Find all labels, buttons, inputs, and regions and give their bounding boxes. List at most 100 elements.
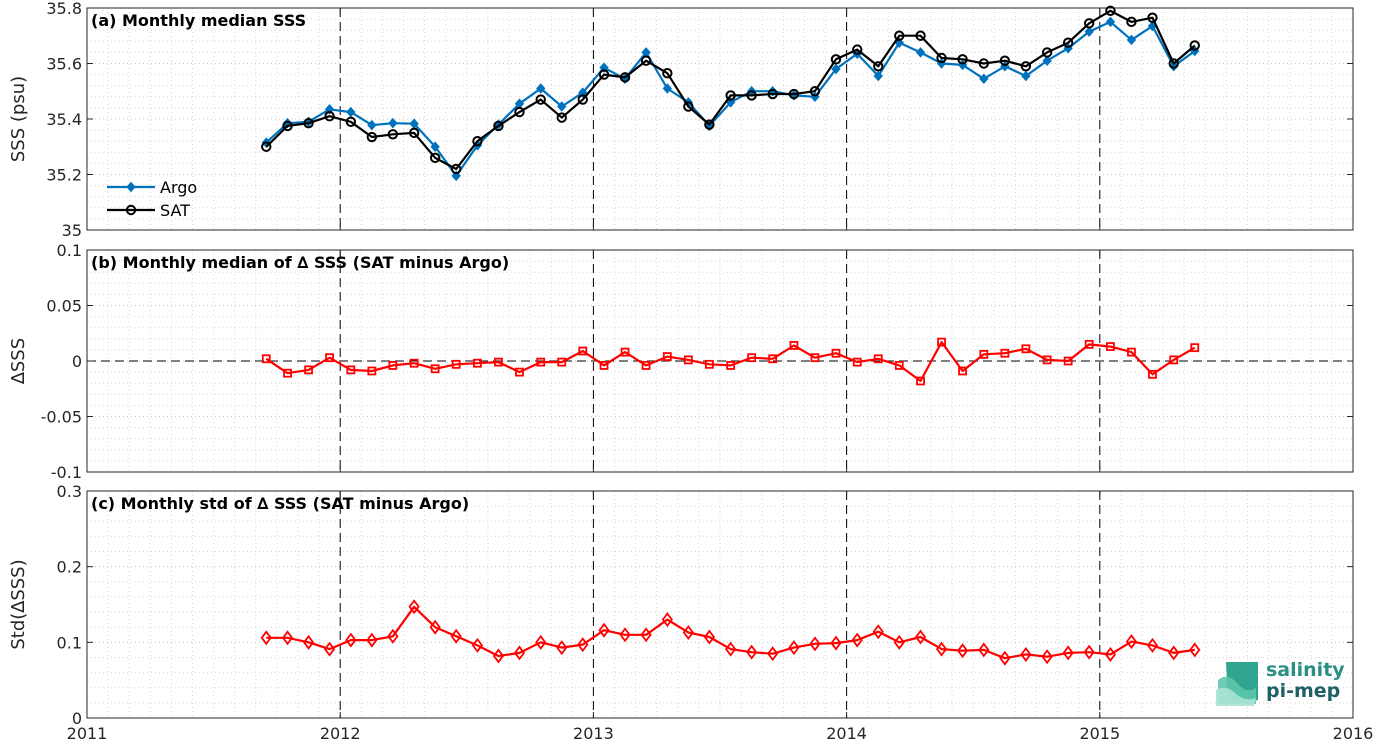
series-line bbox=[266, 605, 1195, 660]
data-point bbox=[916, 376, 925, 386]
panel-a-median-sss: 35 35.2 35.4 35.6 35.8 SSS (psu) (a) Monthly m… bbox=[8, 0, 1354, 240]
data-point bbox=[979, 73, 989, 85]
data-point bbox=[662, 352, 672, 361]
data-point bbox=[1148, 369, 1157, 379]
data-point bbox=[261, 141, 272, 152]
data-point bbox=[536, 357, 546, 367]
data-point bbox=[746, 90, 757, 101]
data-point bbox=[894, 361, 904, 370]
legend-marker bbox=[125, 204, 137, 216]
data-point bbox=[387, 628, 399, 644]
data-point bbox=[958, 366, 967, 376]
panel-title: (a) Monthly median SSS bbox=[91, 11, 306, 30]
data-point bbox=[1084, 339, 1094, 349]
data-point bbox=[1105, 5, 1116, 16]
data-point bbox=[451, 170, 461, 182]
data-point bbox=[302, 634, 315, 650]
data-point bbox=[1189, 40, 1200, 51]
y-tick-label: 0 bbox=[72, 709, 82, 728]
data-point bbox=[1168, 58, 1179, 69]
data-point bbox=[430, 364, 440, 374]
data-point bbox=[493, 120, 504, 132]
data-point bbox=[978, 642, 990, 658]
data-point bbox=[831, 348, 841, 358]
data-point bbox=[408, 127, 420, 139]
data-point bbox=[767, 646, 779, 662]
data-point bbox=[304, 365, 313, 375]
data-point bbox=[1020, 61, 1032, 72]
legend: Argo SAT bbox=[107, 178, 197, 220]
data-point bbox=[283, 368, 292, 378]
data-point bbox=[682, 624, 694, 640]
data-point bbox=[282, 120, 293, 132]
data-point bbox=[894, 30, 905, 41]
data-point bbox=[387, 129, 399, 140]
data-point bbox=[703, 629, 715, 645]
data-point bbox=[324, 111, 335, 122]
x-tick-label: 2014 bbox=[826, 724, 867, 743]
x-tick-label: 2011 bbox=[67, 724, 108, 743]
data-point bbox=[1169, 61, 1179, 72]
series-delta bbox=[260, 599, 1201, 666]
data-point bbox=[1125, 634, 1138, 650]
data-point bbox=[408, 599, 420, 615]
data-point bbox=[430, 141, 440, 153]
data-point bbox=[492, 648, 505, 664]
data-point bbox=[515, 367, 524, 377]
data-point bbox=[429, 152, 441, 164]
data-point bbox=[620, 347, 630, 357]
data-point bbox=[831, 63, 841, 75]
data-point bbox=[830, 635, 842, 651]
data-point bbox=[935, 641, 948, 657]
data-point bbox=[640, 55, 652, 66]
data-point bbox=[577, 637, 589, 653]
data-point bbox=[1189, 642, 1201, 658]
data-point bbox=[747, 353, 757, 363]
data-point bbox=[598, 622, 610, 638]
y-tick-label: 0.2 bbox=[57, 558, 82, 577]
data-point bbox=[556, 640, 568, 656]
data-point bbox=[956, 643, 969, 659]
data-point bbox=[1041, 47, 1053, 58]
x-tick-label: 2012 bbox=[320, 724, 361, 743]
data-point bbox=[1062, 37, 1074, 48]
data-point bbox=[260, 630, 272, 646]
series-line bbox=[265, 341, 1196, 383]
data-point bbox=[978, 58, 990, 69]
data-point bbox=[915, 30, 926, 41]
data-point bbox=[1190, 343, 1200, 353]
y-tick-label: 0.3 bbox=[57, 482, 82, 501]
data-point bbox=[851, 632, 863, 648]
data-point bbox=[999, 650, 1011, 666]
data-point bbox=[725, 90, 736, 101]
data-point bbox=[409, 358, 419, 368]
data-point bbox=[1020, 646, 1032, 662]
data-point bbox=[1042, 55, 1052, 66]
data-point bbox=[535, 94, 546, 105]
data-point bbox=[914, 629, 927, 645]
axes-frame bbox=[86, 490, 1354, 719]
data-point bbox=[619, 627, 631, 643]
data-point bbox=[1083, 644, 1095, 660]
data-point bbox=[388, 117, 398, 129]
data-point bbox=[346, 365, 356, 375]
data-point bbox=[768, 354, 778, 364]
data-point bbox=[1168, 645, 1180, 661]
data-point bbox=[788, 640, 800, 656]
legend-label: Argo bbox=[160, 178, 197, 197]
y-tick-label: 35.2 bbox=[46, 166, 82, 185]
y-tick-label: 35.4 bbox=[46, 110, 82, 129]
data-point bbox=[450, 163, 462, 175]
data-point bbox=[536, 83, 546, 94]
data-point bbox=[429, 619, 441, 635]
data-point bbox=[704, 359, 714, 369]
data-point bbox=[810, 353, 820, 363]
data-point bbox=[345, 632, 357, 648]
data-point bbox=[261, 354, 271, 364]
data-point bbox=[556, 112, 567, 123]
y-axis-label: SSS (psu) bbox=[8, 76, 29, 162]
data-point bbox=[367, 119, 377, 131]
panel-b-median-delta-sss: -0.1 -0.05 0 0.05 0.1 ∆SSS (b) Monthly median … bbox=[8, 241, 1354, 482]
data-point bbox=[345, 116, 357, 127]
series-sat bbox=[261, 5, 1200, 175]
